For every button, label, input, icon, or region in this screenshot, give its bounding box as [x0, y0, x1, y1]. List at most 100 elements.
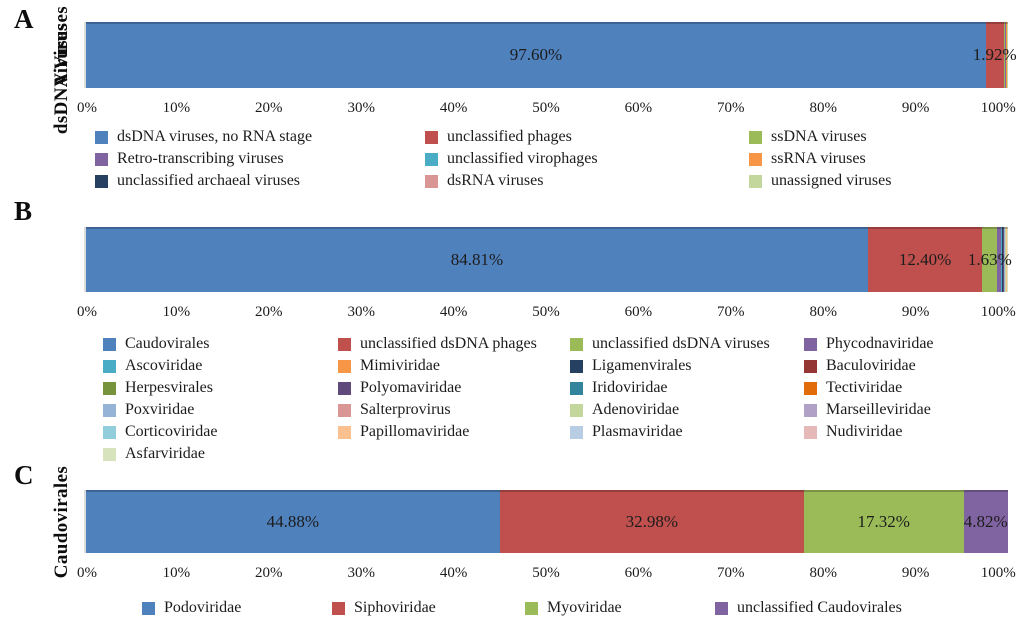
legend-swatch-icon [804, 381, 817, 395]
legend-swatch-icon [103, 425, 116, 439]
bar-segment [963, 490, 1008, 553]
x-axis-tick-label: 100% [980, 304, 1016, 320]
legend-label: Adenoviridae [592, 401, 680, 418]
legend-swatch-icon [570, 403, 583, 417]
legend-label: Corticoviridae [125, 423, 218, 440]
x-axis-tick-label: 20% [255, 304, 283, 320]
legend-label: Nudiviridae [826, 423, 903, 440]
legend-swatch-icon [103, 359, 116, 373]
legend-label: Ascoviridae [125, 357, 203, 374]
legend: Caudovirales unclassified dsDNA phages unc… [84, 335, 1008, 463]
legend-label: Baculoviridae [826, 357, 916, 374]
x-axis-tick-label: 80% [809, 304, 837, 320]
legend-swatch-icon [142, 601, 155, 615]
legend-item: Herpesvirales [103, 379, 338, 397]
legend-swatch-icon [804, 337, 817, 351]
legend-item: Papillomaviridae [338, 423, 570, 441]
legend-label: unclassified dsDNA phages [360, 335, 537, 352]
legend: Podoviridae Siphoviridae Myoviridae unclass… [84, 599, 1008, 617]
x-axis-tick-label: 50% [532, 565, 560, 581]
legend-item: Plasmaviridae [570, 423, 804, 441]
legend-label: Ligamenvirales [592, 357, 692, 374]
x-axis-tick-label: 30% [347, 100, 375, 116]
legend-label: ssDNA viruses [771, 128, 867, 145]
bar-segment [997, 227, 1002, 292]
panel-dsdna-viruses: B dsDNA Viruses 84.81% 12.40% 1.63% 0% 10% 2… [0, 6, 1024, 462]
legend-label: Papillomaviridae [360, 423, 470, 440]
legend-item: Asfarviridae [103, 445, 338, 463]
x-axis-tick-label: 70% [717, 565, 745, 581]
panel-letter-c: C [14, 460, 34, 490]
legend-item: unclassified dsDNA viruses [570, 335, 804, 353]
legend-swatch-icon [804, 403, 817, 417]
bar-segment [982, 227, 998, 292]
legend-label: unclassified virophages [447, 150, 598, 167]
x-axis-tick-label: 90% [901, 100, 930, 116]
y-axis-title-dsdna-viruses: dsDNA Viruses [51, 5, 72, 135]
legend-item: Ligamenvirales [570, 357, 804, 375]
legend-item: unclassified archaeal viruses [95, 172, 425, 190]
legend-item: Podoviridae [142, 599, 332, 617]
legend-label: unclassified phages [447, 128, 572, 145]
legend-swatch-icon [749, 130, 762, 144]
legend-swatch-icon [570, 425, 583, 439]
legend-swatch-icon [715, 601, 728, 615]
plot-area: 84.81% 12.40% 1.63% 0% 10% 20% 30% 40% 50% 60% 70… [77, 190, 1016, 463]
x-axis-tick-label: 50% [532, 100, 560, 116]
legend-swatch-icon [570, 337, 583, 351]
x-axis-tick-label: 10% [162, 304, 191, 320]
bar-segment [1003, 22, 1006, 88]
legend-label: Myoviridae [547, 599, 622, 616]
legend-label: unclassified Caudovirales [737, 599, 902, 616]
legend-swatch-icon [749, 174, 762, 188]
legend-swatch-icon [338, 425, 351, 439]
x-axis-tick-label: 40% [439, 565, 468, 581]
legend-item: Siphoviridae [332, 599, 525, 617]
x-axis-tick-label: 10% [162, 565, 191, 581]
bar-segment [985, 22, 1004, 88]
legend-label: Polyomaviridae [360, 379, 462, 396]
legend-swatch-icon [570, 381, 583, 395]
legend-swatch-icon [425, 130, 438, 144]
legend-swatch-icon [338, 403, 351, 417]
bar-segment [86, 22, 986, 88]
legend-item: Salterprovirus [338, 401, 570, 419]
stacked-bar: 84.81% 12.40% 1.63% [84, 227, 1012, 292]
legend-label: Tectiviridae [826, 379, 903, 396]
legend-label: Podoviridae [164, 599, 242, 616]
y-axis-title-caudovirales: Caudovirales [51, 465, 72, 579]
legend-label: Salterprovirus [360, 401, 451, 418]
x-axis-ticks: 0% 10% 20% 30% 40% 50% 60% 70% 80% 90% 100% [77, 565, 1016, 585]
x-axis-tick-label: 50% [532, 304, 560, 320]
legend-label: Marseilleviridae [826, 401, 931, 418]
legend-item: unclassified virophages [425, 150, 749, 168]
legend-label: Retro-transcribing viruses [117, 150, 284, 167]
x-axis-tick-label: 90% [901, 565, 930, 581]
x-axis-tick-label: 40% [439, 304, 468, 320]
legend-swatch-icon [570, 359, 583, 373]
legend-swatch-icon [103, 403, 116, 417]
legend-label: unassigned viruses [771, 172, 892, 189]
legend-item: Retro-transcribing viruses [95, 150, 425, 168]
legend-label: Asfarviridae [125, 445, 205, 462]
plot-area: 97.60% 1.92% 0% 10% 20% 30% 40% 50% 60% 70% 80% 90… [77, 0, 1017, 190]
legend-item: unclassified dsDNA phages [338, 335, 570, 353]
bar-segment [867, 227, 983, 292]
bar-segment [499, 490, 804, 553]
legend-swatch-icon [95, 152, 108, 166]
x-axis-tick-label: 100% [980, 100, 1016, 116]
x-axis-tick-label: 60% [624, 304, 653, 320]
legend-item: Marseilleviridae [804, 401, 1008, 419]
legend-item: ssDNA viruses [749, 128, 1008, 146]
legend-swatch-icon [95, 174, 108, 188]
x-axis-tick-label: 20% [255, 565, 283, 581]
x-axis-tick-label: 100% [980, 565, 1016, 581]
stacked-bar: 97.60% 1.92% [84, 22, 1017, 88]
legend-item: Phycodnaviridae [804, 335, 1008, 353]
legend-item: Myoviridae [525, 599, 715, 617]
stacked-bar: 44.88% 32.98% 17.32% 4.82% [84, 490, 1008, 553]
x-axis-tick-label: 0% [77, 100, 97, 116]
legend-item: Nudiviridae [804, 423, 1008, 441]
x-axis-tick-label: 60% [624, 565, 653, 581]
legend-item: Mimiviridae [338, 357, 570, 375]
